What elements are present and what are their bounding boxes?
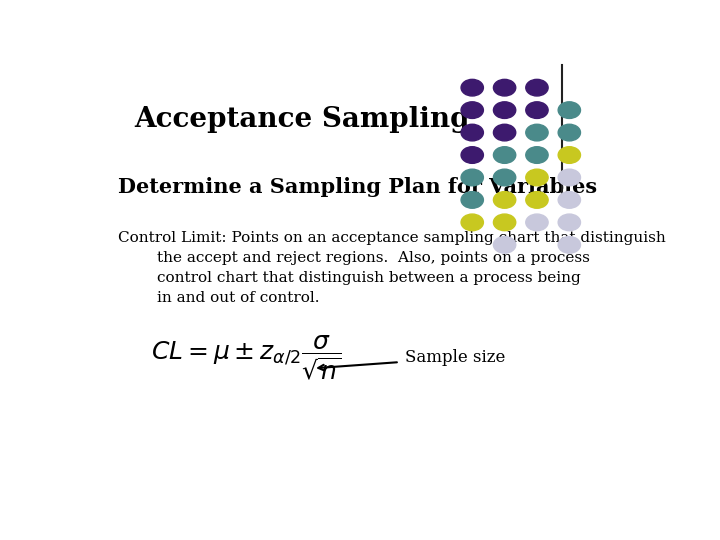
Circle shape (461, 169, 483, 186)
Circle shape (461, 102, 483, 118)
Circle shape (558, 102, 580, 118)
Circle shape (461, 124, 483, 141)
Circle shape (493, 124, 516, 141)
Circle shape (526, 147, 548, 163)
Circle shape (461, 192, 483, 208)
Text: Control Limit: Points on an acceptance sampling chart that distinguish
        t: Control Limit: Points on an acceptance s… (118, 231, 666, 305)
Circle shape (493, 169, 516, 186)
Circle shape (461, 79, 483, 96)
Text: Acceptance Sampling: Acceptance Sampling (135, 106, 470, 133)
Circle shape (558, 147, 580, 163)
Text: Sample size: Sample size (405, 349, 505, 367)
Circle shape (526, 79, 548, 96)
Circle shape (493, 147, 516, 163)
Circle shape (526, 124, 548, 141)
Circle shape (461, 147, 483, 163)
Circle shape (493, 214, 516, 231)
Circle shape (526, 192, 548, 208)
Circle shape (526, 102, 548, 118)
Text: Determine a Sampling Plan for Variables: Determine a Sampling Plan for Variables (118, 177, 597, 197)
Circle shape (461, 214, 483, 231)
Circle shape (526, 169, 548, 186)
Circle shape (493, 102, 516, 118)
Circle shape (558, 169, 580, 186)
Circle shape (493, 79, 516, 96)
Circle shape (526, 214, 548, 231)
Text: $CL = \mu \pm z_{\alpha/2} \dfrac{\sigma}{\sqrt{n}}$: $CL = \mu \pm z_{\alpha/2} \dfrac{\sigma… (151, 334, 341, 382)
Circle shape (493, 192, 516, 208)
Circle shape (493, 237, 516, 253)
Circle shape (558, 192, 580, 208)
Circle shape (558, 124, 580, 141)
Circle shape (558, 214, 580, 231)
Circle shape (558, 237, 580, 253)
